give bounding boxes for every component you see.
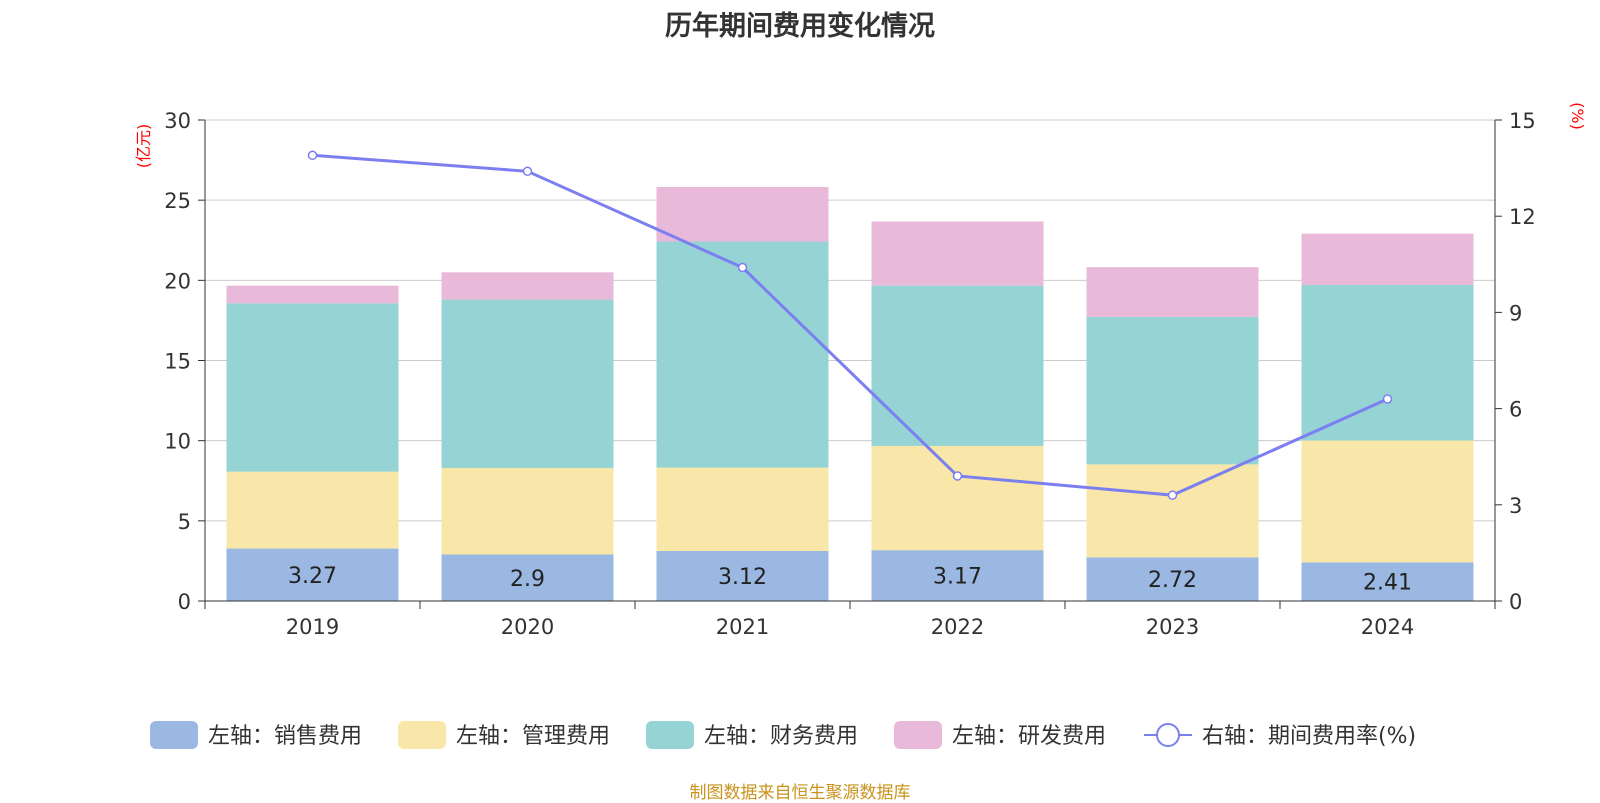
rate-point <box>952 471 963 481</box>
bar-segment <box>1086 557 1259 601</box>
bar-segment <box>1086 316 1259 465</box>
bar-segment <box>871 285 1044 446</box>
x-axis-tick-label: 2024 <box>1361 615 1414 639</box>
bar-data-label: 3.12 <box>718 565 767 590</box>
bar-segment <box>656 241 829 468</box>
x-axis-tick-label: 2021 <box>716 615 769 639</box>
left-axis-unit-label: (亿元) <box>134 124 153 169</box>
bar-segment <box>226 303 399 472</box>
legend-label: 左轴：销售费用 <box>208 724 362 749</box>
rate-point <box>1382 394 1393 404</box>
left-axis-tick-label: 30 <box>164 109 191 133</box>
axes: 0 5 10 15 20 25 30 0 3 6 9 12 15 2019 2020 2021 2022 2023… <box>134 102 1587 639</box>
legend-label: 左轴：财务费用 <box>704 724 858 749</box>
bar-segment <box>441 554 614 601</box>
rate-point <box>1167 490 1178 500</box>
right-axis-tick-label: 15 <box>1509 109 1536 133</box>
rate-point <box>522 166 533 177</box>
bar-segment <box>656 550 829 601</box>
bar-segment <box>871 445 1044 551</box>
bar-series <box>226 187 1474 601</box>
bar-segment <box>1086 464 1259 558</box>
bar-data-label: 2.72 <box>1148 568 1197 593</box>
bar-segment <box>226 285 399 304</box>
rate-point <box>307 150 318 161</box>
chart-title: 历年期间费用变化情况 <box>665 11 935 42</box>
right-axis-tick-label: 12 <box>1509 205 1536 229</box>
bar-segment <box>1086 267 1259 317</box>
bar-segment <box>656 187 829 242</box>
bar-segment <box>1301 440 1474 563</box>
left-axis-tick-label: 5 <box>178 510 191 534</box>
legend-label: 右轴：期间费用率(%) <box>1202 724 1416 749</box>
bar-segment <box>441 272 614 300</box>
bar-segment <box>1301 233 1474 285</box>
bar-segment <box>441 299 614 468</box>
right-axis-tick-label: 0 <box>1509 590 1522 614</box>
bar-segment <box>226 471 399 549</box>
legend: 左轴：销售费用 左轴：管理费用 左轴：财务费用 左轴：研发费用 右轴：期间费用率(%) <box>150 721 1416 749</box>
right-axis-tick-label: 9 <box>1509 301 1522 325</box>
x-axis-tick-label: 2019 <box>286 615 339 639</box>
legend-swatch <box>150 721 198 749</box>
grid-lines <box>205 119 1495 522</box>
rate-line-series <box>307 150 1393 500</box>
legend-circle-marker <box>1156 723 1180 747</box>
x-axis-tick-label: 2020 <box>501 615 554 639</box>
bar-segment <box>1301 284 1474 441</box>
rate-point <box>737 262 748 273</box>
bar-data-label: 3.17 <box>933 565 982 590</box>
bar-segment <box>871 221 1044 286</box>
x-axis-tick-label: 2023 <box>1146 615 1199 639</box>
legend-label: 左轴：管理费用 <box>456 724 610 749</box>
left-axis-tick-label: 15 <box>164 350 191 374</box>
legend-swatch <box>646 721 694 749</box>
rate-line <box>312 153 1389 497</box>
bar-segment <box>441 467 614 555</box>
bar-segment <box>226 548 399 601</box>
right-axis-tick-label: 3 <box>1509 494 1522 518</box>
legend-swatch <box>894 721 942 749</box>
bar-data-label: 2.41 <box>1363 571 1412 596</box>
bar-segment <box>1301 562 1474 601</box>
left-axis-tick-label: 10 <box>164 430 191 454</box>
bar-data-label: 3.27 <box>288 564 337 589</box>
x-axis-tick-label: 2022 <box>931 615 984 639</box>
source-note: 制图数据来自恒生聚源数据库 <box>689 783 911 803</box>
bar-data-label: 2.9 <box>510 567 545 592</box>
right-axis-unit-label: (%) <box>1568 102 1587 130</box>
bar-segment <box>656 467 829 551</box>
right-axis-tick-label: 6 <box>1509 398 1522 422</box>
data-labels: 3.27 2.9 3.12 3.17 2.72 2.41 <box>288 564 1412 596</box>
legend-label: 左轴：研发费用 <box>952 724 1106 749</box>
left-axis-tick-label: 25 <box>164 189 191 213</box>
left-axis-tick-label: 0 <box>178 590 191 614</box>
bar-segment <box>871 550 1044 601</box>
legend-swatch <box>398 721 446 749</box>
left-axis-tick-label: 20 <box>164 269 191 293</box>
